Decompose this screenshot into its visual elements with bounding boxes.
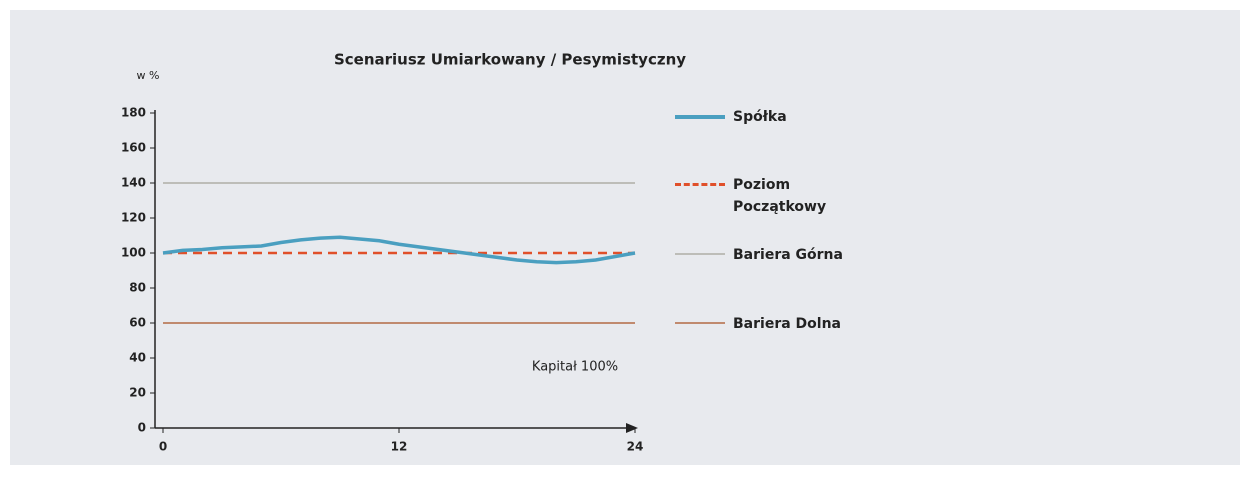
legend-swatch — [675, 253, 725, 255]
y-tick-label: 160 — [121, 141, 146, 155]
panel — [10, 10, 1240, 465]
legend-item: Spółka — [675, 106, 863, 128]
x-tick-label: 0 — [159, 440, 167, 454]
y-tick-label: 20 — [129, 386, 146, 400]
y-tick-label: 0 — [138, 421, 146, 435]
y-tick-label: 100 — [121, 246, 146, 260]
legend-swatch — [675, 322, 725, 324]
x-axis-arrow — [626, 423, 638, 433]
legend-item: Bariera Górna — [675, 244, 863, 266]
y-tick-label: 60 — [129, 316, 146, 330]
legend-label: Bariera Górna — [733, 247, 843, 263]
legend-label: Bariera Dolna — [733, 316, 841, 332]
series-line — [162, 235, 636, 265]
y-tick-label: 140 — [121, 176, 146, 190]
legend-swatch — [675, 115, 725, 119]
y-tick-label: 180 — [121, 106, 146, 120]
x-tick-label: 12 — [391, 440, 408, 454]
legend-swatch — [675, 183, 725, 186]
y-axis-label: w % — [137, 69, 160, 82]
legend-item: Bariera Dolna — [675, 313, 863, 335]
legend-item: Poziom Początkowy — [675, 174, 863, 218]
y-tick-label: 120 — [121, 211, 146, 225]
x-tick-label: 24 — [627, 440, 644, 454]
y-tick-label: 40 — [129, 351, 146, 365]
legend-label: Spółka — [733, 109, 787, 125]
chart-title: Scenariusz Umiarkowany / Pesymistyczny — [334, 51, 686, 69]
y-tick-label: 80 — [129, 281, 146, 295]
legend-label: Poziom Początkowy — [733, 177, 827, 215]
annotation: Kapitał 100% — [532, 360, 618, 375]
